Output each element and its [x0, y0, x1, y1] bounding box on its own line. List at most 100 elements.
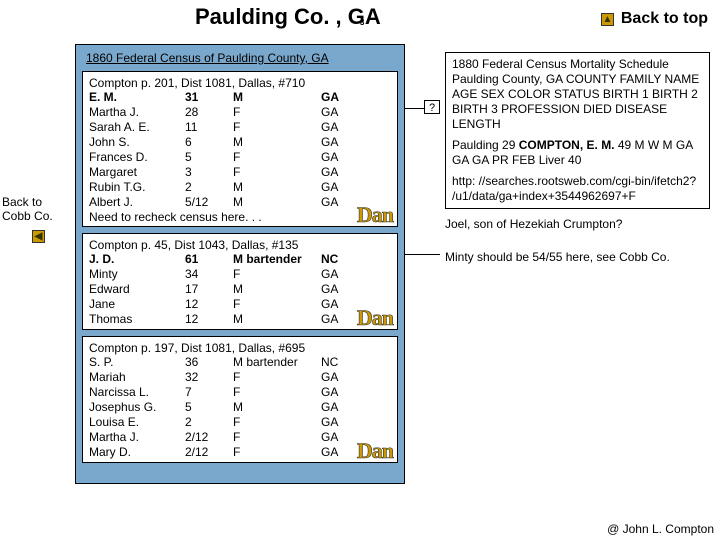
cell: F: [233, 385, 321, 400]
table-row: Sarah A. E.11FGA: [89, 120, 391, 135]
cell: F: [233, 297, 321, 312]
table-row: Martha J.28FGA: [89, 105, 391, 120]
table-row: Louisa E.2FGA: [89, 415, 391, 430]
cell: 2/12: [185, 430, 233, 445]
cell: 5/12: [185, 195, 233, 210]
cell: M: [233, 400, 321, 415]
cell: GA: [321, 312, 357, 327]
cell: GA: [321, 370, 357, 385]
census-title: 1860 Federal Census of Paulding County, …: [86, 51, 398, 65]
cell: 17: [185, 282, 233, 297]
cell: Martha J.: [89, 105, 185, 120]
back-to-cobb-l2: Cobb Co.: [2, 209, 53, 223]
cell: F: [233, 105, 321, 120]
table-row: S. P.36M bartenderNC: [89, 355, 391, 370]
page-title: Paulding Co. , GA: [195, 4, 381, 30]
cell: 32: [185, 370, 233, 385]
cell: 11: [185, 120, 233, 135]
cell: Thomas: [89, 312, 185, 327]
cell: Edward: [89, 282, 185, 297]
census-record: Compton p. 197, Dist 1081, Dallas, #695S…: [82, 336, 398, 463]
table-row: Albert J.5/12MGA: [89, 195, 391, 210]
mortality-url[interactable]: http: //searches.rootsweb.com/cgi-bin/if…: [452, 174, 703, 204]
cell: M: [233, 312, 321, 327]
cell: M: [233, 90, 321, 105]
cell: F: [233, 370, 321, 385]
mortality-entry: Paulding 29 COMPTON, E. M. 49 M W M GA G…: [452, 138, 703, 168]
mortality-header: 1880 Federal Census Mortality Schedule P…: [452, 57, 703, 132]
cell: 7: [185, 385, 233, 400]
cell: M: [233, 135, 321, 150]
cell: F: [233, 445, 321, 460]
cell: Rubin T.G.: [89, 180, 185, 195]
cell: Jane: [89, 297, 185, 312]
cell: J. D.: [89, 252, 185, 267]
dan-signature: Dan: [357, 305, 393, 331]
cell: 61: [185, 252, 233, 267]
cell: GA: [321, 430, 357, 445]
table-row: Margaret3FGA: [89, 165, 391, 180]
cell: 6: [185, 135, 233, 150]
record-header: Compton p. 197, Dist 1081, Dallas, #695: [89, 341, 391, 355]
cell: 2: [185, 415, 233, 430]
cell: Sarah A. E.: [89, 120, 185, 135]
cell: 5: [185, 150, 233, 165]
table-row: Minty34FGA: [89, 267, 391, 282]
census-container: 1860 Federal Census of Paulding County, …: [75, 44, 405, 484]
cell: GA: [321, 180, 357, 195]
cell: GA: [321, 90, 357, 105]
note-minty: Minty should be 54/55 here, see Cobb Co.: [445, 250, 710, 265]
cell: Narcissa L.: [89, 385, 185, 400]
table-row: Thomas12MGA: [89, 312, 391, 327]
cell: Martha J.: [89, 430, 185, 445]
cell: GA: [321, 385, 357, 400]
cell: F: [233, 165, 321, 180]
arrow-up-icon[interactable]: ▲: [601, 13, 614, 26]
cell: Mariah: [89, 370, 185, 385]
mortality-name: COMPTON, E. M.: [519, 138, 615, 152]
cell: Frances D.: [89, 150, 185, 165]
census-record: Compton p. 201, Dist 1081, Dallas, #710E…: [82, 71, 398, 227]
cell: GA: [321, 282, 357, 297]
table-row: Edward17MGA: [89, 282, 391, 297]
table-row: Martha J.2/12FGA: [89, 430, 391, 445]
census-record: Compton p. 45, Dist 1043, Dallas, #135J.…: [82, 233, 398, 330]
cell: F: [233, 415, 321, 430]
table-row: J. D.61M bartenderNC: [89, 252, 391, 267]
record-note: Need to recheck census here. . .: [89, 210, 391, 224]
cell: Albert J.: [89, 195, 185, 210]
cell: F: [233, 430, 321, 445]
cell: GA: [321, 150, 357, 165]
cell: E. M.: [89, 90, 185, 105]
back-to-top-link[interactable]: Back to top: [621, 10, 708, 28]
cell: M: [233, 180, 321, 195]
page-title-sub: 3: [360, 18, 364, 27]
table-row: Mariah32FGA: [89, 370, 391, 385]
cell: GA: [321, 400, 357, 415]
dan-signature: Dan: [357, 438, 393, 464]
back-to-cobb-link[interactable]: Back to Cobb Co.: [2, 195, 53, 224]
record-header: Compton p. 201, Dist 1081, Dallas, #710: [89, 76, 391, 90]
cell: GA: [321, 135, 357, 150]
cell: F: [233, 267, 321, 282]
cell: M: [233, 195, 321, 210]
cell: 3: [185, 165, 233, 180]
cell: 28: [185, 105, 233, 120]
cell: 36: [185, 355, 233, 370]
cell: 31: [185, 90, 233, 105]
cell: F: [233, 150, 321, 165]
cell: GA: [321, 415, 357, 430]
arrow-left-icon[interactable]: ◀: [32, 230, 45, 243]
mortality-box: 1880 Federal Census Mortality Schedule P…: [445, 52, 710, 209]
back-to-cobb-l1: Back to: [2, 195, 42, 209]
cell: GA: [321, 105, 357, 120]
table-row: Mary D.2/12FGA: [89, 445, 391, 460]
cell: Margaret: [89, 165, 185, 180]
table-row: Frances D.5FGA: [89, 150, 391, 165]
cell: M: [233, 282, 321, 297]
cell: 5: [185, 400, 233, 415]
table-row: Rubin T.G.2MGA: [89, 180, 391, 195]
notes-column: 1880 Federal Census Mortality Schedule P…: [445, 52, 710, 275]
cell: 2: [185, 180, 233, 195]
question-badge: ?: [424, 100, 440, 114]
